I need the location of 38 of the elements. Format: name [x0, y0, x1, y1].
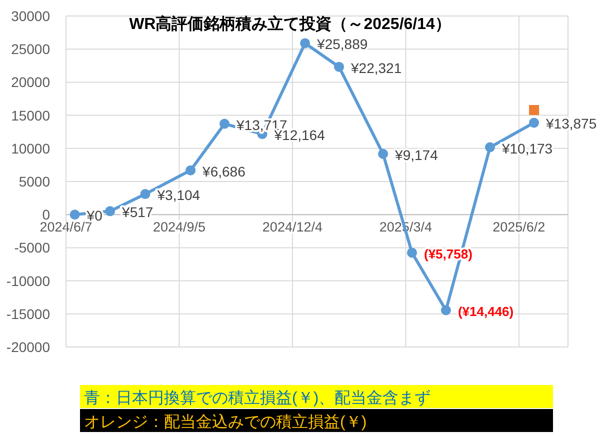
point	[440, 305, 451, 316]
y-tick-label: 25000	[11, 41, 50, 58]
data-label: ¥6,686	[202, 163, 246, 180]
point	[334, 62, 344, 72]
point	[105, 206, 116, 216]
x-tick-label: 2025/6/2	[492, 220, 546, 235]
point	[70, 210, 80, 220]
point	[529, 105, 540, 116]
data-label: ¥13,875	[545, 116, 597, 132]
y-tick-label: 30000	[11, 8, 50, 24]
text: 青：日本円換算での積立損益(￥)、配当金含まず	[84, 389, 431, 407]
point	[529, 118, 540, 128]
y-tick-label: -15000	[6, 306, 50, 322]
data-label: ¥517	[121, 204, 154, 220]
y-tick-label: 10000	[11, 140, 50, 156]
data-label: ¥9,174	[394, 146, 438, 163]
y-tick-label: 5000	[18, 174, 50, 190]
data-label: (¥14,446)	[458, 304, 514, 320]
point	[220, 118, 230, 129]
y-tick-label: -10000	[6, 272, 50, 289]
text: オレンジ：配当金込みでの積立損益(￥)	[84, 413, 367, 431]
x-tick-label: 2024/9/5	[152, 220, 206, 235]
data-label: ¥10,173	[500, 140, 553, 156]
point	[140, 189, 150, 200]
data-label: ¥22,321	[350, 60, 402, 76]
chart-title: WR高評価銘柄積み立て投資（～2025/6/14）	[129, 14, 451, 33]
data-label: ¥25,889	[316, 36, 368, 52]
y-tick-label: 20000	[11, 74, 50, 90]
y-tick-label: 15000	[11, 107, 50, 124]
point	[484, 142, 495, 152]
point	[186, 165, 196, 176]
y-tick-label: -20000	[6, 339, 50, 355]
point	[300, 38, 310, 48]
y-tick-label: -5000	[14, 240, 50, 256]
x-tick-label: 2024/12/4	[262, 220, 323, 235]
data-label: ¥3,104	[156, 187, 200, 204]
point	[406, 248, 417, 258]
point	[378, 148, 388, 159]
